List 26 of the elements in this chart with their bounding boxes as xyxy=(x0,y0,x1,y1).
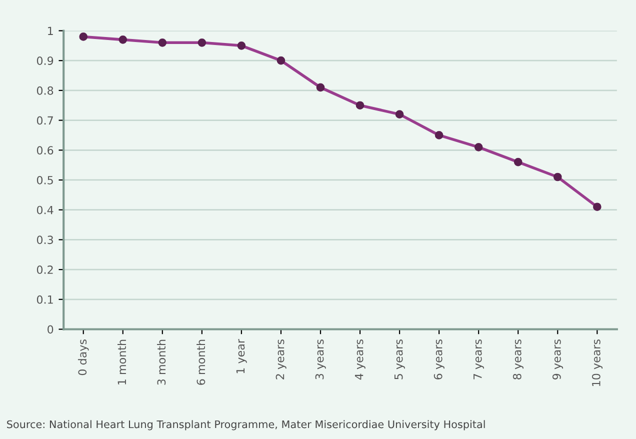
x-tick-label: 2 years xyxy=(276,340,286,380)
x-tick-label: 9 years xyxy=(552,340,564,380)
x-tick-label: 4 years xyxy=(354,340,366,380)
y-tick-label: 0.4 xyxy=(36,206,54,214)
x-tick-label: 10 years xyxy=(592,340,603,386)
x-tick-label: 6 years xyxy=(434,340,444,380)
source-note: Source: National Heart Lung Transplant Programme, Mater Misericordiae University Hospital xyxy=(7,420,485,430)
x-tick-label: 5 years xyxy=(394,340,405,380)
x-tick-label: 8 years xyxy=(512,340,524,380)
y-tick-label: 0.5 xyxy=(36,176,53,184)
x-tick-label: 0 days xyxy=(78,340,89,376)
y-tick-label: 0.7 xyxy=(36,116,53,125)
x-tick-label: 3 month xyxy=(157,340,166,385)
x-tick-label: 1 month xyxy=(118,340,126,384)
x-tick-label: 7 years xyxy=(474,340,484,380)
y-tick-label: 0.2 xyxy=(36,266,53,274)
y-tick-label: 0.1 xyxy=(36,295,53,304)
x-tick-label: 1 year xyxy=(236,338,247,374)
x-tick-label: 3 years xyxy=(315,340,326,380)
y-tick-label: 0.6 xyxy=(36,146,54,155)
y-tick-label: 1 xyxy=(48,26,53,35)
y-tick-label: 0 xyxy=(48,325,54,334)
x-tick-label: 6 month xyxy=(196,340,206,385)
y-tick-label: 0.9 xyxy=(36,56,54,65)
y-tick-label: 0.3 xyxy=(36,236,53,244)
y-tick-label: 0.8 xyxy=(36,86,54,95)
